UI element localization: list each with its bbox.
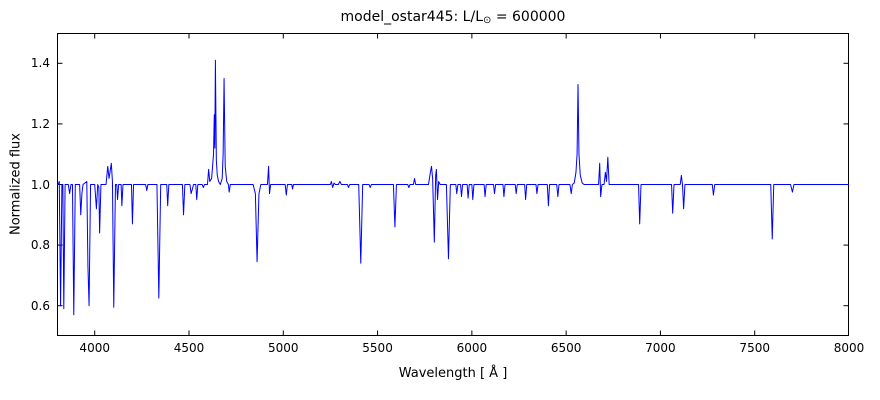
x-axis-label: Wavelength [ Å ]	[398, 366, 508, 381]
x-tick-label: 4000	[79, 341, 110, 355]
plot-title-prefix: model_ostar445: L/L	[340, 9, 483, 25]
x-tick-label: 5000	[268, 341, 299, 355]
plot-title: model_ostar445: L/L⊙ = 600000	[57, 9, 849, 26]
y-tick-label: 1.0	[30, 177, 50, 192]
sun-symbol: ⊙	[483, 15, 492, 26]
x-tick-label: 7000	[645, 341, 676, 355]
x-tick-label: 5500	[362, 341, 393, 355]
y-tick-label: 1.2	[30, 116, 50, 131]
x-tick-label: 6500	[550, 341, 582, 355]
y-tick-label: 0.8	[30, 238, 50, 253]
x-tick-label: 7500	[739, 341, 770, 355]
x-tick-label: 4500	[173, 341, 205, 355]
y-tick-label: 0.6	[30, 298, 50, 313]
y-tick-label: 1.4	[30, 56, 50, 71]
spectrum-line	[57, 59, 849, 316]
plot-title-suffix: = 600000	[491, 9, 566, 25]
x-tick-label: 6000	[456, 341, 488, 355]
x-tick-label: 8000	[833, 341, 865, 355]
plot-canvas	[57, 33, 849, 336]
plot-area	[57, 33, 849, 336]
